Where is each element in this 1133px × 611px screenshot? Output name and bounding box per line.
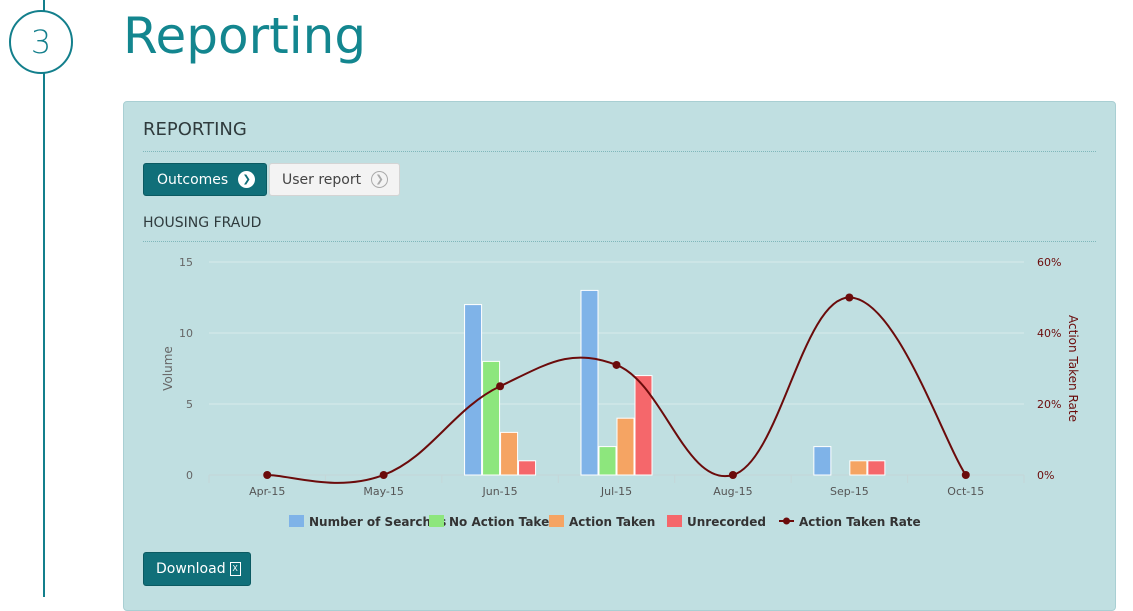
y-tick-label: 10 (179, 327, 193, 340)
panel-title: REPORTING (143, 119, 247, 140)
legend-label: Unrecorded (687, 515, 766, 529)
user-report-button[interactable]: User report ❯ (269, 163, 400, 196)
bar (616, 417, 635, 476)
rate-point (728, 471, 737, 479)
rate-point (612, 360, 621, 369)
reporting-panel: REPORTING Outcomes ❯ User report ❯ HOUSI… (123, 101, 1116, 611)
x-tick-label: Aug-15 (713, 485, 752, 498)
bar (849, 460, 868, 476)
x-tick-label: Sep-15 (830, 485, 869, 498)
legend-swatch (549, 515, 564, 527)
y-tick-label: 0 (186, 469, 193, 482)
chevron-right-icon: ❯ (371, 171, 389, 188)
outcomes-button-label: Outcomes (157, 171, 229, 188)
page-title: Reporting (123, 7, 367, 65)
bar (500, 431, 519, 476)
housing-fraud-chart: 0 5 10 15 0% 20% 40% 60% Volume Action Taken Rate… (161, 256, 1080, 529)
bar (813, 446, 832, 476)
legend-label: Number of Searches (309, 515, 446, 529)
y-right-axis-title: Action Taken Rate (1066, 315, 1080, 422)
x-tick-label: May-15 (363, 485, 404, 498)
x-tick-label: Apr-15 (249, 485, 285, 498)
rate-point (496, 382, 505, 391)
user-report-button-label: User report (282, 171, 362, 188)
legend-label: No Action Taken (449, 515, 558, 529)
outcomes-button[interactable]: Outcomes ❯ (143, 163, 267, 196)
legend-swatch (429, 515, 444, 527)
download-button[interactable]: Download X (143, 552, 251, 586)
legend-swatch (667, 515, 682, 527)
divider (143, 151, 1096, 152)
legend-swatch (783, 517, 790, 525)
download-button-label: Download (156, 561, 226, 577)
bar (598, 446, 617, 476)
step-number-badge: 3 (9, 10, 73, 74)
y-right-tick-label: 60% (1037, 256, 1061, 269)
legend-swatch (289, 515, 304, 527)
y-right-tick-label: 20% (1037, 398, 1061, 411)
bar (580, 289, 599, 476)
rate-point (845, 293, 854, 302)
legend-label: Action Taken (569, 515, 655, 529)
rate-line (267, 296, 967, 484)
x-tick-label: Jul-15 (600, 485, 632, 498)
excel-file-icon: X (229, 562, 241, 576)
rate-point (379, 471, 388, 479)
bar (867, 460, 886, 476)
x-tick-label: Jun-15 (481, 485, 517, 498)
bar (518, 460, 537, 476)
chevron-right-icon: ❯ (238, 171, 256, 188)
section-title: HOUSING FRAUD (143, 215, 262, 231)
y-right-tick-label: 40% (1037, 327, 1061, 340)
y-tick-label: 15 (179, 256, 193, 269)
y-tick-label: 5 (186, 398, 193, 411)
bar (482, 360, 501, 476)
bar (464, 304, 483, 476)
legend-label: Action Taken Rate (799, 515, 921, 529)
rate-point (961, 471, 970, 479)
rate-point (263, 471, 272, 479)
timeline-line (43, 0, 45, 597)
bar (634, 375, 653, 476)
y-axis-title: Volume (161, 346, 175, 391)
divider (143, 241, 1096, 242)
x-tick-label: Oct-15 (947, 485, 984, 498)
y-right-tick-label: 0% (1037, 469, 1054, 482)
